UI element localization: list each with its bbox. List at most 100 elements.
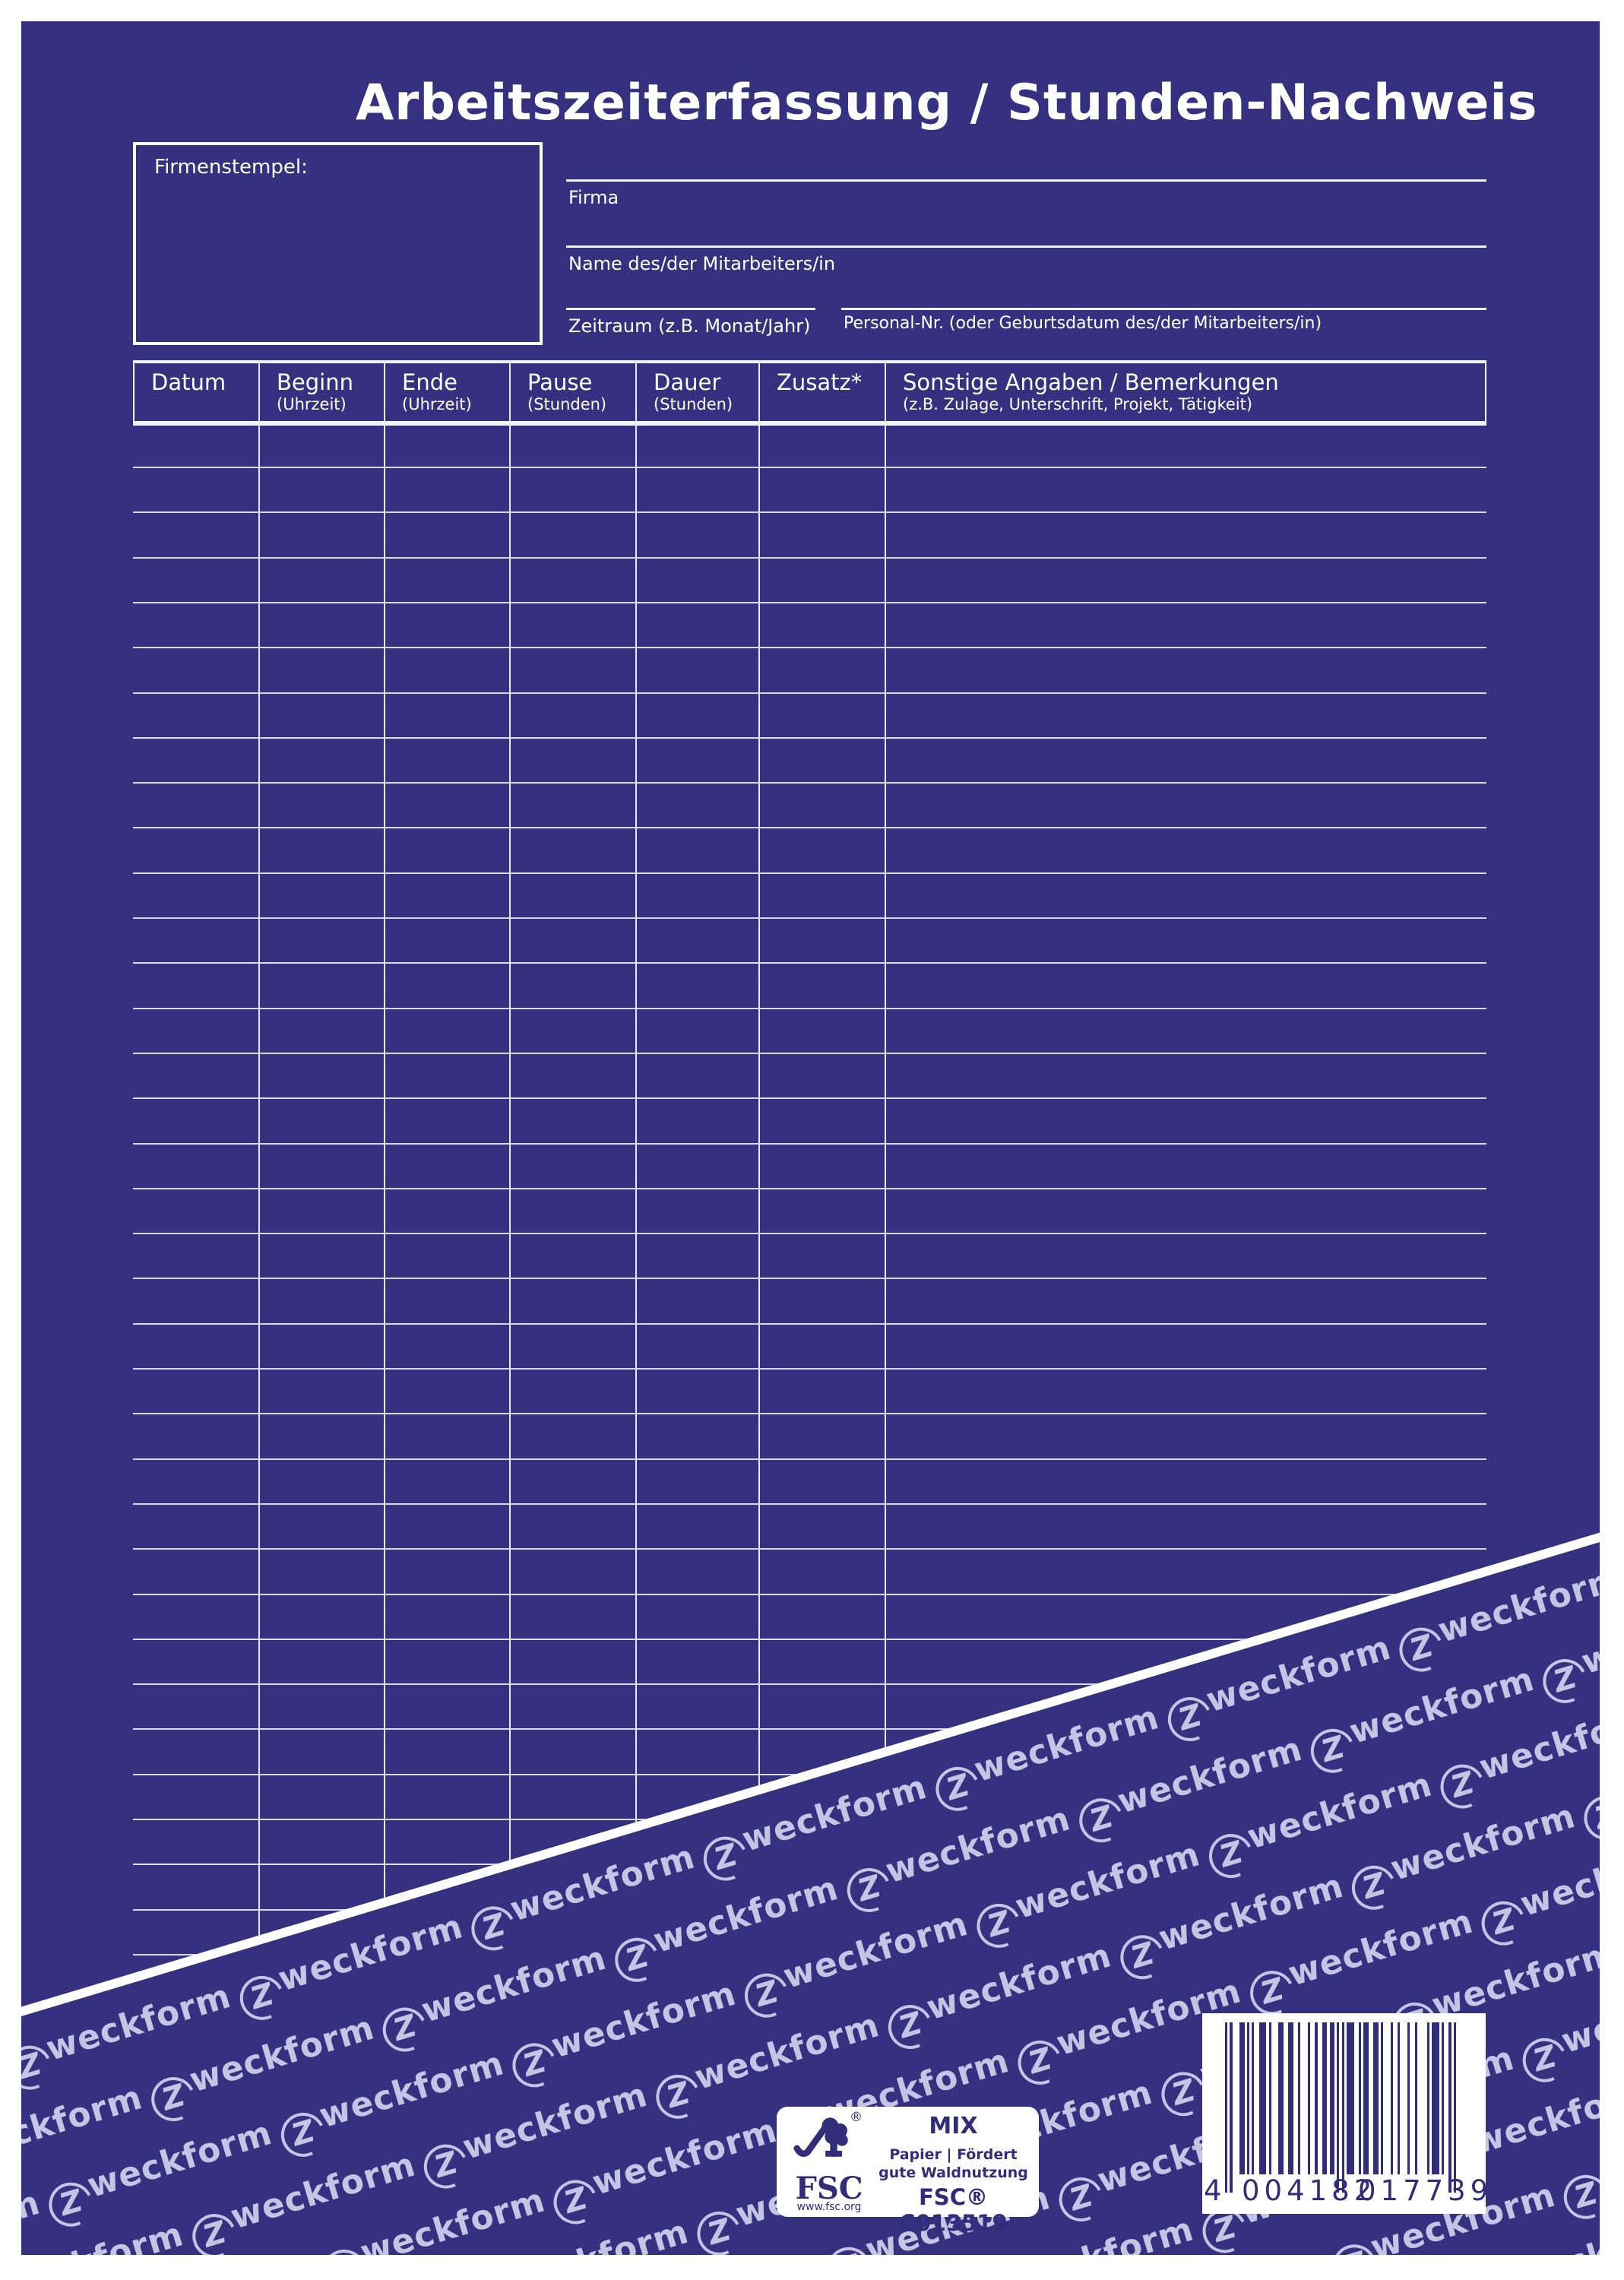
- table-row-line: [133, 1503, 1486, 1505]
- barcode-bar: [1373, 2022, 1376, 2174]
- table-row-line: [133, 1594, 1418, 1595]
- column-header-sublabel: (Stunden): [527, 395, 607, 413]
- table-row-line: [133, 1413, 1486, 1414]
- fsc-label: ® FSC www.fsc.org MIX Papier | Fördert g…: [777, 2107, 1039, 2236]
- column-header-label: Beginn: [277, 369, 353, 395]
- table-row-line: [133, 1323, 1486, 1325]
- company-stamp-label: Firmenstempel:: [154, 156, 308, 179]
- column-header-sublabel: (Uhrzeit): [402, 395, 472, 413]
- barcode-bar: [1341, 2022, 1344, 2193]
- table-row-line: [133, 1548, 1486, 1550]
- column-divider: [384, 360, 385, 1905]
- zweckform-logo-icon: Z: [1558, 2169, 1600, 2225]
- barcode-bar: [1315, 2022, 1318, 2174]
- column-header-label: Ende: [402, 369, 457, 395]
- firma-label: Firma: [568, 187, 619, 208]
- barcode-bar: [1331, 2022, 1334, 2174]
- table-row-line: [133, 1278, 1486, 1279]
- table-row-line: [133, 647, 1486, 648]
- column-header: Datum: [151, 369, 255, 395]
- column-header: Sonstige Angaben / Bemerkungen (z.B. Zula…: [903, 369, 1483, 413]
- table-row-line: [133, 1954, 219, 1955]
- barcode-bar: [1434, 2022, 1437, 2174]
- column-divider: [258, 360, 260, 1943]
- table-row-line: [133, 1233, 1486, 1234]
- barcode-bar: [1239, 2022, 1243, 2174]
- fsc-url: www.fsc.org: [796, 2201, 862, 2213]
- form-title: Arbeitszeiterfassung / Stunden-Nachweis: [356, 74, 1538, 131]
- name-label: Name des/der Mitarbeiters/in: [568, 253, 836, 274]
- fsc-line2: gute Waldnutzung: [878, 2164, 1028, 2181]
- table-row-line: [133, 692, 1486, 694]
- barcode-bar: [1453, 2022, 1456, 2193]
- table-row-line: [133, 1368, 1486, 1370]
- column-header-sublabel: (Uhrzeit): [277, 395, 347, 413]
- table-row-line: [133, 557, 1486, 559]
- column-header-label: Dauer: [654, 369, 721, 395]
- column-divider: [509, 360, 511, 1867]
- barcode-bar: [1448, 2022, 1451, 2193]
- table-header-bottom-rule: [133, 421, 1486, 426]
- table-row-line: [133, 1188, 1486, 1189]
- table-row-line: [133, 872, 1486, 874]
- table-row-line: [133, 1458, 1486, 1460]
- column-divider: [635, 360, 637, 1829]
- barcode-digits-right: 017739: [1358, 2174, 1493, 2207]
- zeitraum-label: Zeitraum (z.B. Monat/Jahr): [568, 315, 811, 337]
- barcode-bar: [1281, 2022, 1284, 2174]
- barcode-bar: [1307, 2022, 1310, 2174]
- table-row-line: [133, 467, 1486, 468]
- barcode-bar: [1288, 2022, 1291, 2174]
- table-row-line: [133, 1143, 1486, 1145]
- barcode-bar: [1414, 2022, 1417, 2174]
- barcode-bar: [1337, 2022, 1340, 2193]
- zeitraum-input-line[interactable]: [566, 308, 815, 310]
- table-row-line: [133, 1864, 520, 1865]
- fsc-registered-mark: ®: [850, 2110, 863, 2125]
- column-header-sublabel: (z.B. Zulage, Unterschrift, Projekt, Tät…: [903, 395, 1253, 413]
- barcode-bar: [1264, 2022, 1267, 2174]
- fsc-tree-icon: [793, 2117, 848, 2158]
- fsc-mix: MIX: [929, 2113, 978, 2139]
- column-header-label: Zusatz*: [777, 369, 863, 395]
- zweckform-logo-icon: Z: [1578, 1790, 1600, 1846]
- table-row-line: [133, 737, 1486, 739]
- table-row-line: [133, 782, 1486, 784]
- barcode-bar: [1359, 2022, 1362, 2174]
- barcode-bar: [1329, 2022, 1332, 2174]
- barcode-bar: [1366, 2022, 1369, 2174]
- barcode-bar: [1436, 2022, 1439, 2174]
- table-row-line: [133, 1909, 369, 1911]
- barcode-bar: [1363, 2022, 1366, 2174]
- barcode-bar: [1390, 2022, 1393, 2174]
- name-input-line[interactable]: [566, 245, 1486, 248]
- fsc-line1: Papier | Fördert: [889, 2146, 1018, 2163]
- barcode-bar: [1375, 2022, 1379, 2174]
- barcode-bar: [1298, 2022, 1301, 2174]
- ean-barcode: 4 004182 017739: [1202, 2013, 1488, 2214]
- barcode-bar: [1349, 2022, 1352, 2174]
- column-header: Ende (Uhrzeit): [402, 369, 506, 413]
- personalnr-label: Personal-Nr. (oder Geburtsdatum des/der …: [844, 314, 1322, 333]
- column-header-label: Pause: [527, 369, 593, 395]
- column-header-label: Sonstige Angaben / Bemerkungen: [903, 369, 1279, 395]
- company-stamp-box[interactable]: Firmenstempel:: [133, 142, 543, 345]
- barcode-bar: [1290, 2022, 1293, 2174]
- column-header-label: Datum: [151, 369, 226, 395]
- column-divider: [758, 360, 760, 1792]
- barcode-bar: [1441, 2022, 1444, 2174]
- column-header: Pause (Stunden): [527, 369, 632, 413]
- table-row-line: [133, 1639, 1269, 1640]
- fsc-acronym: FSC: [795, 2171, 863, 2206]
- barcode-bar: [1426, 2022, 1429, 2174]
- firma-input-line[interactable]: [566, 179, 1486, 182]
- table-header-top-rule: [133, 360, 1486, 363]
- table-row-line: [133, 917, 1486, 919]
- table-row-line: [133, 602, 1486, 603]
- personalnr-input-line[interactable]: [841, 308, 1486, 310]
- fsc-cert-code: FSC® C013519: [899, 2184, 1008, 2236]
- column-header: Beginn (Uhrzeit): [277, 369, 381, 413]
- barcode-bar: [1432, 2022, 1435, 2174]
- barcode-bar: [1278, 2022, 1281, 2174]
